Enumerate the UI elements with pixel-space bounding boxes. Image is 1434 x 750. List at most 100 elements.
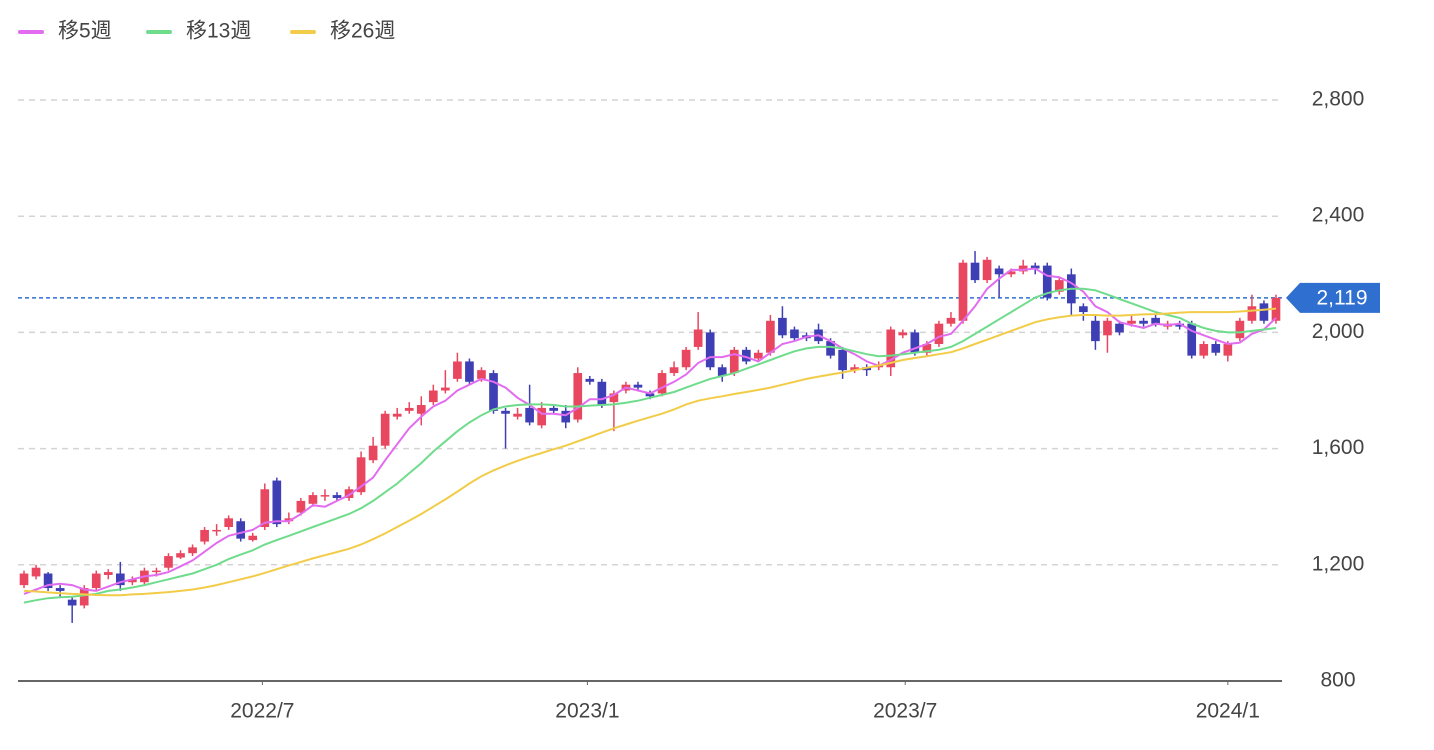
candle-body <box>368 445 378 461</box>
candle-body <box>778 317 787 336</box>
x-tick-label: 2022/7 <box>230 700 294 723</box>
y-tick-label: 1,200 <box>1312 552 1365 575</box>
candle-body <box>669 367 679 374</box>
y-tick-label: 2,000 <box>1312 320 1365 343</box>
candle-body <box>633 384 643 388</box>
candle-body <box>465 361 474 382</box>
candle-body <box>1199 344 1209 356</box>
candle-body <box>308 495 318 504</box>
last-price-tag <box>1286 282 1380 313</box>
candle-body <box>31 567 41 577</box>
candle-body <box>1127 320 1136 324</box>
legend-label: 移5週 <box>58 20 112 43</box>
y-tick-label: 1,600 <box>1312 436 1365 459</box>
candle-body <box>1235 320 1245 339</box>
candle-body <box>549 407 559 411</box>
candle-body <box>886 329 896 368</box>
candle-body <box>922 344 932 353</box>
candle-body <box>585 378 595 382</box>
candle-body <box>441 387 450 391</box>
candle-body <box>103 572 113 575</box>
candle-body <box>1042 265 1052 298</box>
candle-body <box>1139 320 1148 324</box>
candle-body <box>356 457 366 493</box>
candle-body <box>188 547 197 554</box>
candle-body <box>537 407 546 426</box>
candle-body <box>609 393 619 403</box>
candle-body <box>838 349 847 371</box>
candle-body <box>705 332 715 368</box>
candle-body <box>320 495 330 497</box>
candle-body <box>260 489 270 528</box>
candle-body <box>284 518 294 522</box>
candle-body <box>212 529 221 532</box>
candle-body <box>1115 323 1124 333</box>
candle-body <box>1103 320 1112 336</box>
candle-body <box>597 381 607 406</box>
candle-body <box>1030 265 1040 269</box>
candle-body <box>934 323 944 345</box>
candle-body <box>477 370 486 379</box>
candle-body <box>489 373 498 411</box>
last-price-label: 2,119 <box>1317 286 1368 309</box>
candle-body <box>1211 344 1221 353</box>
candle-body <box>729 349 739 374</box>
candle-body <box>1151 317 1160 324</box>
candle-body <box>693 329 703 347</box>
candle-body <box>43 573 53 589</box>
candle-body <box>296 500 306 513</box>
candle-body <box>958 262 968 321</box>
moving-average-line <box>23 307 1277 597</box>
candle-body <box>657 373 667 394</box>
candle-body <box>1187 323 1197 356</box>
candle-body <box>79 588 89 606</box>
moving-average-line <box>23 267 1277 595</box>
candle-body <box>501 410 510 414</box>
candle-body <box>1223 344 1233 356</box>
candle-body <box>248 535 258 541</box>
candle-body <box>164 556 173 568</box>
candle-body <box>1091 320 1100 342</box>
x-tick-label: 2023/7 <box>873 700 937 723</box>
candle-body <box>428 390 438 403</box>
candle-body <box>152 570 161 573</box>
candle-body <box>754 352 763 359</box>
x-tick-label: 2024/1 <box>1196 700 1260 723</box>
candle-body <box>561 410 571 423</box>
candle-body <box>573 373 583 420</box>
candle-body <box>115 573 125 586</box>
candle-body <box>1079 306 1088 313</box>
candle-body <box>19 573 29 586</box>
y-tick-label: 2,800 <box>1312 88 1365 111</box>
candle-body <box>224 518 234 528</box>
candle-body <box>850 367 859 371</box>
candle-body <box>1247 306 1257 321</box>
candle-body <box>1006 271 1016 275</box>
candle-body <box>55 588 65 591</box>
candle-body <box>946 317 956 324</box>
legend-label: 移13週 <box>186 20 251 43</box>
candle-body <box>176 553 185 558</box>
moving-average-line <box>23 287 1277 604</box>
candle-body <box>380 413 390 446</box>
candle-body <box>898 332 908 336</box>
y-tick-label: 2,400 <box>1312 204 1365 227</box>
x-tick-label: 2023/1 <box>555 700 619 723</box>
candle-body <box>332 495 342 498</box>
candle-body <box>1018 265 1028 272</box>
candle-body <box>128 579 137 583</box>
candle-body <box>1175 323 1185 327</box>
candle-body <box>453 361 462 379</box>
candle-body <box>272 480 282 525</box>
candle-body <box>970 262 980 281</box>
candle-body <box>404 407 414 411</box>
candle-body <box>994 268 1004 275</box>
candle-body <box>741 349 751 362</box>
candle-body <box>344 489 354 498</box>
candle-body <box>1054 280 1064 292</box>
candle-body <box>790 329 799 339</box>
candle-body <box>392 413 402 417</box>
candle-body <box>1259 303 1269 321</box>
candle-body <box>910 332 920 353</box>
